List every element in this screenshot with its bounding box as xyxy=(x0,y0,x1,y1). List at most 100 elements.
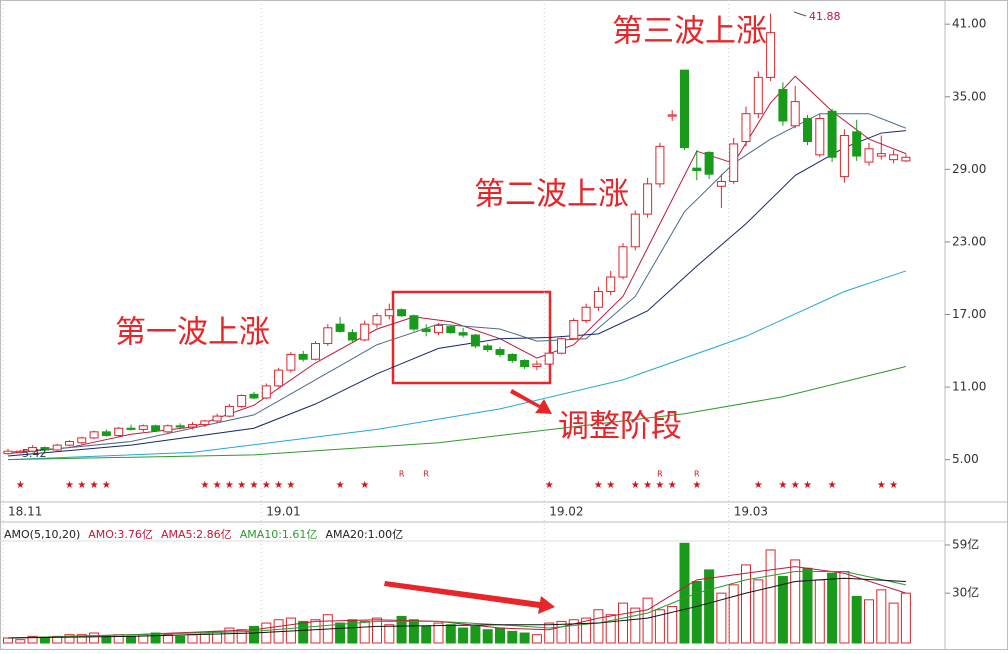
volume-bar xyxy=(531,634,542,644)
y-tick-label: 23.00 xyxy=(952,234,986,248)
signal-star: ★ xyxy=(692,480,701,491)
candle-body xyxy=(803,118,812,143)
candle-body xyxy=(630,213,640,248)
leader-line xyxy=(793,11,807,17)
candle-body xyxy=(298,353,308,360)
x-tick-label: 18.11 xyxy=(8,505,42,519)
candle-body xyxy=(692,167,702,172)
signal-star: ★ xyxy=(90,480,99,491)
volume-bar xyxy=(249,625,259,644)
volume-bar xyxy=(568,619,579,644)
candle-body xyxy=(704,151,714,175)
volume-bar xyxy=(507,630,518,644)
arrow xyxy=(384,581,555,614)
candle-body xyxy=(347,332,357,341)
signal-star: ★ xyxy=(286,480,295,491)
candle-body xyxy=(126,427,136,430)
volume-bar xyxy=(150,632,161,644)
candle-body xyxy=(827,110,837,158)
volume-bar xyxy=(827,572,838,644)
candle-body xyxy=(175,425,185,428)
candle-body xyxy=(864,148,874,163)
volume-bar xyxy=(802,567,813,644)
candle-body xyxy=(593,291,603,308)
average-line xyxy=(7,270,907,461)
volume-bar xyxy=(630,607,641,644)
volume-bar xyxy=(495,627,505,644)
candle-body xyxy=(261,385,271,399)
signal-star: ★ xyxy=(655,480,664,491)
volume-bar xyxy=(790,559,801,644)
signal-star: ★ xyxy=(213,480,222,491)
volume-bar xyxy=(89,632,100,644)
volume-bar xyxy=(900,592,911,644)
volume-bar xyxy=(605,614,616,644)
volume-bar xyxy=(458,627,469,644)
signal-r: R xyxy=(657,470,663,479)
volume-bar xyxy=(691,581,702,644)
candle-body xyxy=(397,309,407,317)
signal-star: ★ xyxy=(360,480,369,491)
y-tick-label: 59亿 xyxy=(952,536,979,551)
volume-bar xyxy=(556,620,567,644)
candle-body xyxy=(409,315,419,330)
candle-body xyxy=(470,334,480,347)
signal-star: ★ xyxy=(225,480,234,491)
signal-star: ★ xyxy=(336,480,345,491)
candle-body xyxy=(655,145,665,185)
volume-bar xyxy=(814,579,825,644)
volume-bar xyxy=(581,617,592,644)
y-tick-label: 30亿 xyxy=(952,585,979,600)
candle-body xyxy=(557,338,566,354)
volume-bar xyxy=(765,549,776,644)
volume-bar xyxy=(15,639,26,644)
candle-body xyxy=(40,447,50,451)
candle-body xyxy=(643,183,653,215)
candle-body xyxy=(901,156,911,162)
volume-bar xyxy=(728,584,739,644)
signal-r: R xyxy=(694,470,700,479)
y-tick-label: 41.00 xyxy=(952,17,986,31)
volume-bar xyxy=(679,542,690,644)
volume-bar xyxy=(777,576,788,644)
volume-bar xyxy=(347,619,358,644)
candle-body xyxy=(815,118,825,156)
volume-bar xyxy=(741,564,751,644)
candle-body xyxy=(495,349,505,355)
volume-bar xyxy=(593,609,604,644)
volume-bar xyxy=(39,637,50,644)
candle-body xyxy=(839,134,849,178)
signal-star: ★ xyxy=(606,480,615,491)
candle-body xyxy=(249,393,259,399)
volume-bar xyxy=(212,630,223,644)
volume-bar xyxy=(126,635,136,644)
candle-body xyxy=(224,405,234,417)
volume-bar xyxy=(162,634,173,644)
candle-body xyxy=(766,32,776,78)
signal-star: ★ xyxy=(754,480,763,491)
volume-bar xyxy=(408,619,419,644)
y-tick-label: 29.00 xyxy=(952,162,986,176)
volume-bar xyxy=(445,624,456,644)
volume-bar xyxy=(310,619,321,644)
signal-star: ★ xyxy=(889,480,898,491)
signal-star: ★ xyxy=(803,480,812,491)
candle-body xyxy=(163,425,173,433)
candle-body xyxy=(311,343,320,360)
volume-bar xyxy=(76,634,87,644)
volume-bar xyxy=(519,632,530,644)
candle-body xyxy=(15,450,25,453)
candle-body xyxy=(384,309,394,317)
candle-body xyxy=(151,425,161,432)
volume-bar xyxy=(64,634,75,644)
candle-body xyxy=(28,447,38,452)
volume-bar xyxy=(753,579,764,644)
signal-star: ★ xyxy=(643,480,652,491)
indicator-label: AMA5:2.86亿 xyxy=(161,528,232,541)
volume-bar xyxy=(654,609,665,644)
volume-bar xyxy=(864,599,874,644)
signal-star: ★ xyxy=(77,480,86,491)
signal-star: ★ xyxy=(791,480,800,491)
candle-body xyxy=(729,143,739,182)
volume-bar xyxy=(335,622,346,644)
